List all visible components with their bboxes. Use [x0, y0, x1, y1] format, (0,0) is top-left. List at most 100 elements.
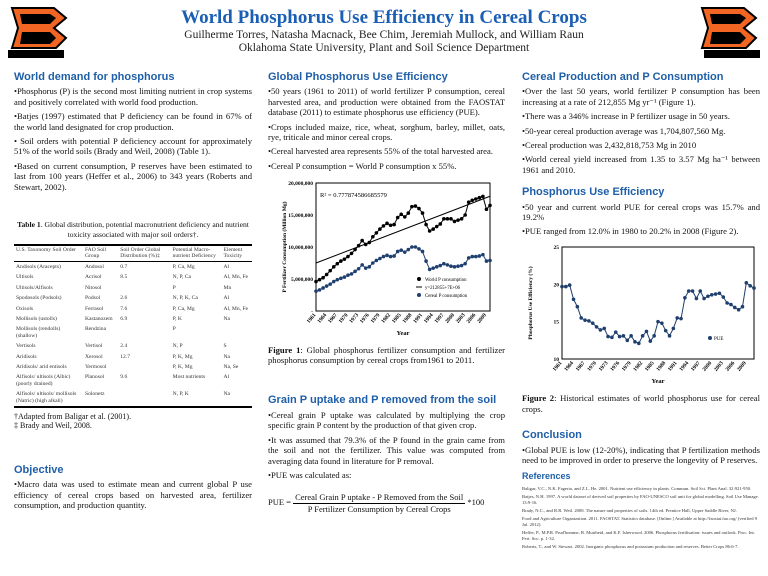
data-point: [610, 335, 614, 340]
table-row: Vertisols Vertisol 2.4 N, P S: [14, 341, 252, 351]
data-point: [399, 248, 404, 253]
paragraph: •Cereal production was 2,432,818,753 Mg …: [522, 140, 697, 151]
data-point: [321, 286, 325, 291]
data-point: [456, 218, 460, 223]
y-tick-label: 15,000,000: [288, 213, 313, 219]
x-tick-label: 1979: [370, 312, 382, 324]
data-point: [481, 253, 485, 257]
series-line-1: [315, 246, 491, 292]
x-tick-label: 2003: [713, 360, 725, 372]
table-header-row: U.S. Taxonomy Soil Order FAO Soil Group So…: [14, 245, 252, 262]
x-tick-label: 1973: [598, 360, 610, 372]
x-tick-label: 1997: [690, 360, 702, 372]
data-point: [385, 221, 389, 226]
data-point: [452, 265, 457, 269]
references-list: Baligar, V.C., N.K. Fageria, and Z.L. He…: [522, 486, 760, 550]
data-point: [449, 264, 453, 269]
data-point: [667, 333, 672, 338]
legend-entry: PUE: [714, 337, 723, 342]
legend-marker: [417, 293, 421, 298]
data-point: [587, 318, 591, 323]
table-row: Aridisols Xerosol 12.7 P, K, Mg Na: [14, 352, 252, 362]
table-cell: Vertisols: [16, 343, 36, 350]
data-point: [324, 284, 329, 289]
data-point: [381, 224, 386, 228]
table-cell: Al: [223, 374, 230, 381]
table-cell: N, P, K: [170, 389, 222, 408]
table-cell: S: [223, 343, 227, 350]
x-tick-label: 2006: [725, 360, 737, 372]
data-point: [560, 284, 564, 289]
table-cell: Mollisols (ustolls): [16, 315, 57, 322]
table-header-cell: FAO Soil Group: [82, 245, 119, 262]
data-point: [424, 259, 428, 264]
paragraph: •Phosphorus (P) is the second most limit…: [14, 86, 252, 107]
data-point: [346, 255, 350, 259]
table-row: Ultisols Acrisol 8.5 N, P, Ca Al, Mn, Fe: [14, 272, 252, 282]
x-tick-label: 1982: [380, 312, 392, 324]
data-point: [637, 341, 641, 345]
table-row: Spodosols (Podsols) Podsol 2.6 N, P, K, Ca A…: [14, 293, 252, 303]
data-point: [473, 197, 478, 202]
data-point: [402, 250, 407, 255]
data-point: [317, 288, 322, 292]
y-tick-label: 5,000,000: [291, 277, 313, 283]
data-point: [463, 262, 467, 266]
data-point: [583, 318, 587, 322]
x-tick-label: 1988: [656, 360, 668, 372]
data-point: [713, 292, 718, 296]
data-point: [342, 275, 347, 280]
x-tick-label: 1970: [338, 312, 350, 324]
data-point: [353, 269, 357, 274]
x-tick-label: 2009: [476, 312, 488, 324]
data-point: [748, 283, 752, 288]
data-point: [363, 266, 368, 271]
table-row: Mollisols (ustolls) Kastanozem 6.9 P, K Na: [14, 314, 252, 324]
middle-column: Global Phosphorus Use Efficiency •50 yea…: [268, 71, 505, 514]
reference-item: Roberts, T., and W. Stewart. 2002. Inorg…: [522, 543, 739, 549]
y-tick-label: 10,000,000: [288, 245, 313, 251]
x-tick-label: 1973: [348, 312, 360, 324]
x-tick-label: 1991: [667, 360, 679, 372]
data-point: [445, 263, 450, 267]
data-point: [733, 305, 737, 310]
data-point: [575, 304, 580, 309]
table-row: Ultisols/Alfisols Nitosol P Mn: [14, 283, 252, 293]
data-point: [388, 255, 393, 259]
table-cell: Most nutrients: [172, 374, 206, 381]
x-tick-label: 1964: [317, 312, 329, 324]
section-heading-world-demand: World demand for phosphorus: [14, 71, 175, 83]
objective-text: •Macro data was used to estimate mean an…: [14, 479, 252, 511]
data-point: [709, 292, 714, 297]
paragraph: •PUE ranged from 12.0% in 1980 to 20.2% …: [522, 226, 739, 237]
data-point: [339, 276, 343, 281]
data-point: [652, 333, 656, 338]
table-cell: 7.6: [120, 305, 128, 312]
table-caption-text: . Global distribution, potential macronu…: [40, 220, 249, 239]
data-point: [395, 216, 400, 220]
data-point: [427, 267, 432, 272]
data-point: [417, 207, 421, 211]
table-cell: [118, 389, 171, 408]
formula-numerator: Cereal Grain P uptake - P Removed from t…: [293, 492, 466, 504]
data-point: [367, 240, 372, 245]
x-tick-label: 2000: [444, 312, 456, 324]
table-cell: Xerosol: [84, 353, 103, 360]
figure1-label: Figure 1: [268, 344, 301, 355]
reference-item: Heffer, P., M.P.R. Prud'homme, B. Muirhe…: [522, 529, 755, 541]
table-cell: [118, 283, 170, 293]
paragraph: •There was a 346% increase in P fertiliz…: [522, 111, 730, 122]
table-cell: Na: [223, 353, 231, 360]
paragraph: •It was assumed that 79.3% of the P foun…: [268, 434, 505, 466]
y-axis-label: Phosphorus Use Efficiency (%): [527, 266, 534, 339]
x-tick-label: 1982: [633, 360, 645, 372]
section-heading-conclusion: Conclusion: [522, 429, 582, 442]
table-header-cell: U.S. Taxonomy Soil Order: [14, 245, 83, 262]
data-point: [579, 316, 583, 320]
data-point: [374, 231, 379, 235]
data-point: [434, 224, 439, 229]
data-point: [590, 321, 595, 325]
y-tick-label: 10: [554, 357, 560, 363]
table-label: Table 1: [17, 220, 41, 230]
data-point: [442, 262, 446, 266]
